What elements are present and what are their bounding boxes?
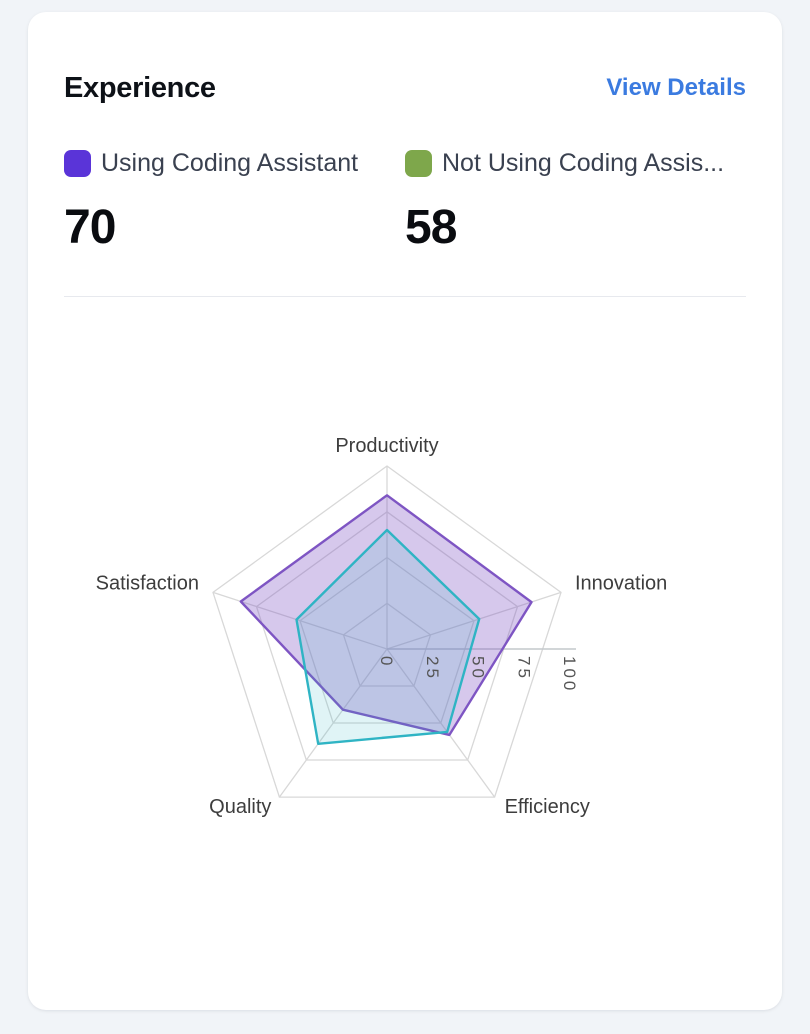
view-details-link[interactable]: View Details — [606, 74, 746, 101]
metric-value-using: 70 — [64, 201, 116, 254]
radar-axis-label-productivity: Productivity — [335, 435, 438, 457]
radar-axis-label-efficiency: Efficiency — [505, 796, 590, 818]
legend-swatch-not-using-icon — [405, 149, 432, 177]
legend: Using Coding Assistant Not Using Coding … — [64, 148, 746, 178]
radar-tick-label: 25 — [423, 656, 442, 681]
radar-tick-label: 100 — [560, 656, 579, 693]
radar-grid-spoke — [278, 648, 388, 798]
legend-swatch-using-icon — [64, 149, 91, 177]
radar-axis-label-quality: Quality — [209, 796, 271, 818]
radar-tick-label: 75 — [514, 656, 533, 681]
radar-grid-ring — [212, 465, 562, 798]
legend-item-using: Using Coding Assistant — [64, 148, 405, 178]
radar-tick-label: 50 — [469, 656, 488, 681]
metric-value-not-using: 58 — [405, 201, 457, 254]
experience-card: Experience View Details Using Coding Ass… — [28, 12, 782, 1010]
radar-grid-ring — [299, 556, 475, 724]
radar-grid-ring — [255, 510, 519, 761]
radar-grid-ring — [342, 602, 432, 687]
radar-chart: 0 25 50 75 100 Productivity Innovation Efficien… — [96, 435, 668, 818]
metric-values: 70 58 — [64, 200, 746, 254]
legend-label-using: Using Coding Assistant — [101, 148, 359, 177]
radar-series-1 — [295, 528, 481, 745]
radar-axis-label-innovation: Innovation — [575, 572, 667, 594]
radar-chart-container: 0 25 50 75 100 Productivity Innovation Efficien… — [28, 412, 782, 882]
divider — [64, 296, 746, 297]
card-header: Experience View Details — [64, 68, 746, 108]
radar-axis-label-satisfaction: Satisfaction — [96, 572, 199, 594]
radar-tick-label: 0 — [377, 656, 396, 668]
radar-series-0 — [239, 494, 533, 737]
legend-label-not-using: Not Using Coding Assis... — [442, 148, 725, 177]
legend-item-not-using: Not Using Coding Assis... — [405, 148, 746, 178]
page-title: Experience — [64, 71, 216, 104]
radar-grid-spoke — [386, 648, 496, 798]
